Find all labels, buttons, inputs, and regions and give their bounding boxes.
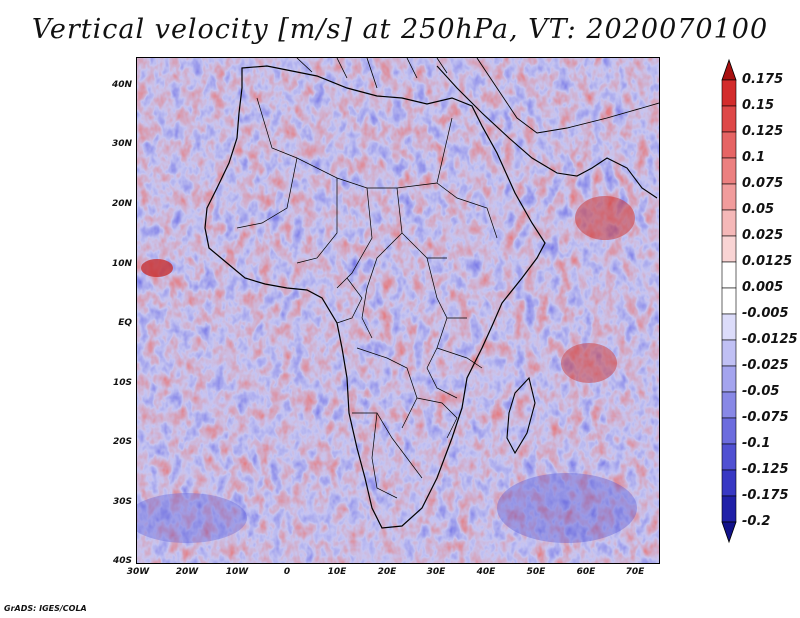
colorbar-tick-label: -0.025 bbox=[742, 358, 789, 373]
lat-label-10s: 10S bbox=[112, 378, 132, 388]
streak-south-indian bbox=[497, 473, 637, 543]
colorbar-cell bbox=[721, 79, 737, 107]
colorbar-top-arrow bbox=[721, 58, 737, 81]
lat-label-eq: EQ bbox=[118, 318, 132, 328]
colorbar-tick-label: 0.1 bbox=[742, 150, 766, 165]
hotspot-atlantic bbox=[141, 259, 173, 277]
colorbar-tick-label: -0.075 bbox=[742, 410, 789, 425]
colorbar-cell bbox=[721, 261, 737, 289]
lat-label-20s: 20S bbox=[112, 437, 132, 447]
africa-coastline bbox=[204, 65, 546, 529]
lat-label-10n: 10N bbox=[111, 259, 132, 269]
velocity-field-map bbox=[137, 58, 659, 563]
colorbar-tick-label: -0.05 bbox=[742, 384, 780, 399]
colorbar-cell bbox=[721, 235, 737, 263]
colorbar-cell bbox=[721, 105, 737, 133]
lon-label-70e: 70E bbox=[625, 567, 645, 577]
colorbar-tick-label: -0.125 bbox=[742, 462, 789, 477]
colorbar-cell bbox=[721, 339, 737, 367]
colorbar-tick-label: 0.05 bbox=[742, 202, 775, 217]
colorbar-cell bbox=[721, 391, 737, 419]
lat-label-40n: 40N bbox=[111, 80, 132, 90]
southern-streaks bbox=[137, 358, 659, 563]
colorbar-tick-label: 0.005 bbox=[742, 280, 784, 295]
lon-label-10e: 10E bbox=[327, 567, 347, 577]
colorbar-cell bbox=[721, 443, 737, 471]
lon-label-50e: 50E bbox=[526, 567, 546, 577]
colorbar-tick-label: 0.0125 bbox=[742, 254, 793, 269]
colorbar-tick-label: -0.005 bbox=[742, 306, 789, 321]
colorbar-tick-label: -0.0125 bbox=[742, 332, 798, 347]
middle-east-borders bbox=[476, 58, 659, 134]
colorbar-tick-label: 0.175 bbox=[742, 72, 784, 87]
map-panel bbox=[136, 57, 660, 564]
colorbar-tick-label: -0.175 bbox=[742, 488, 789, 503]
lon-label-20w: 20W bbox=[175, 567, 199, 577]
colorbar-cell bbox=[721, 495, 737, 523]
lon-label-0: 0 bbox=[283, 567, 291, 577]
colorbar-tick-label: 0.075 bbox=[742, 176, 784, 191]
hotspot-indian-ocean bbox=[561, 343, 617, 383]
colorbar-cell bbox=[721, 131, 737, 159]
streak-south-atlantic bbox=[137, 493, 247, 543]
colorbar-tick-label: 0.15 bbox=[742, 98, 775, 113]
lat-label-40s: 40S bbox=[112, 556, 132, 566]
country-borders bbox=[236, 97, 498, 499]
hotspot-arabian-sea bbox=[575, 196, 635, 240]
europe-coast bbox=[296, 58, 448, 89]
colorbar-cell bbox=[721, 287, 737, 315]
colorbar-tick-label: -0.1 bbox=[742, 436, 771, 451]
colorbar bbox=[721, 58, 737, 544]
colorbar-cell bbox=[721, 417, 737, 445]
colorbar-cell bbox=[721, 313, 737, 341]
lon-label-60e: 60E bbox=[576, 567, 596, 577]
colorbar-cell bbox=[721, 157, 737, 185]
lon-label-30w: 30W bbox=[126, 567, 150, 577]
colorbar-cell bbox=[721, 209, 737, 237]
lon-label-30e: 30E bbox=[426, 567, 446, 577]
colorbar-tick-label: 0.025 bbox=[742, 228, 784, 243]
lat-label-20n: 20N bbox=[111, 199, 132, 209]
arabian-peninsula-coastline bbox=[436, 65, 658, 199]
lon-label-40e: 40E bbox=[476, 567, 496, 577]
colorbar-bottom-arrow bbox=[721, 521, 737, 544]
lon-label-10w: 10W bbox=[225, 567, 249, 577]
colorbar-cell bbox=[721, 183, 737, 211]
lat-label-30n: 30N bbox=[111, 139, 132, 149]
chart-title: Vertical velocity [m/s] at 250hPa, VT: 2… bbox=[31, 14, 769, 45]
lat-label-30s: 30S bbox=[112, 497, 132, 507]
madagascar-coastline bbox=[506, 376, 536, 455]
colorbar-tick-label: 0.125 bbox=[742, 124, 784, 139]
grads-credit: GrADS: IGES/COLA bbox=[4, 604, 87, 613]
lon-label-20e: 20E bbox=[377, 567, 397, 577]
colorbar-tick-label: -0.2 bbox=[742, 514, 771, 529]
colorbar-cell bbox=[721, 469, 737, 497]
colorbar-cell bbox=[721, 365, 737, 393]
